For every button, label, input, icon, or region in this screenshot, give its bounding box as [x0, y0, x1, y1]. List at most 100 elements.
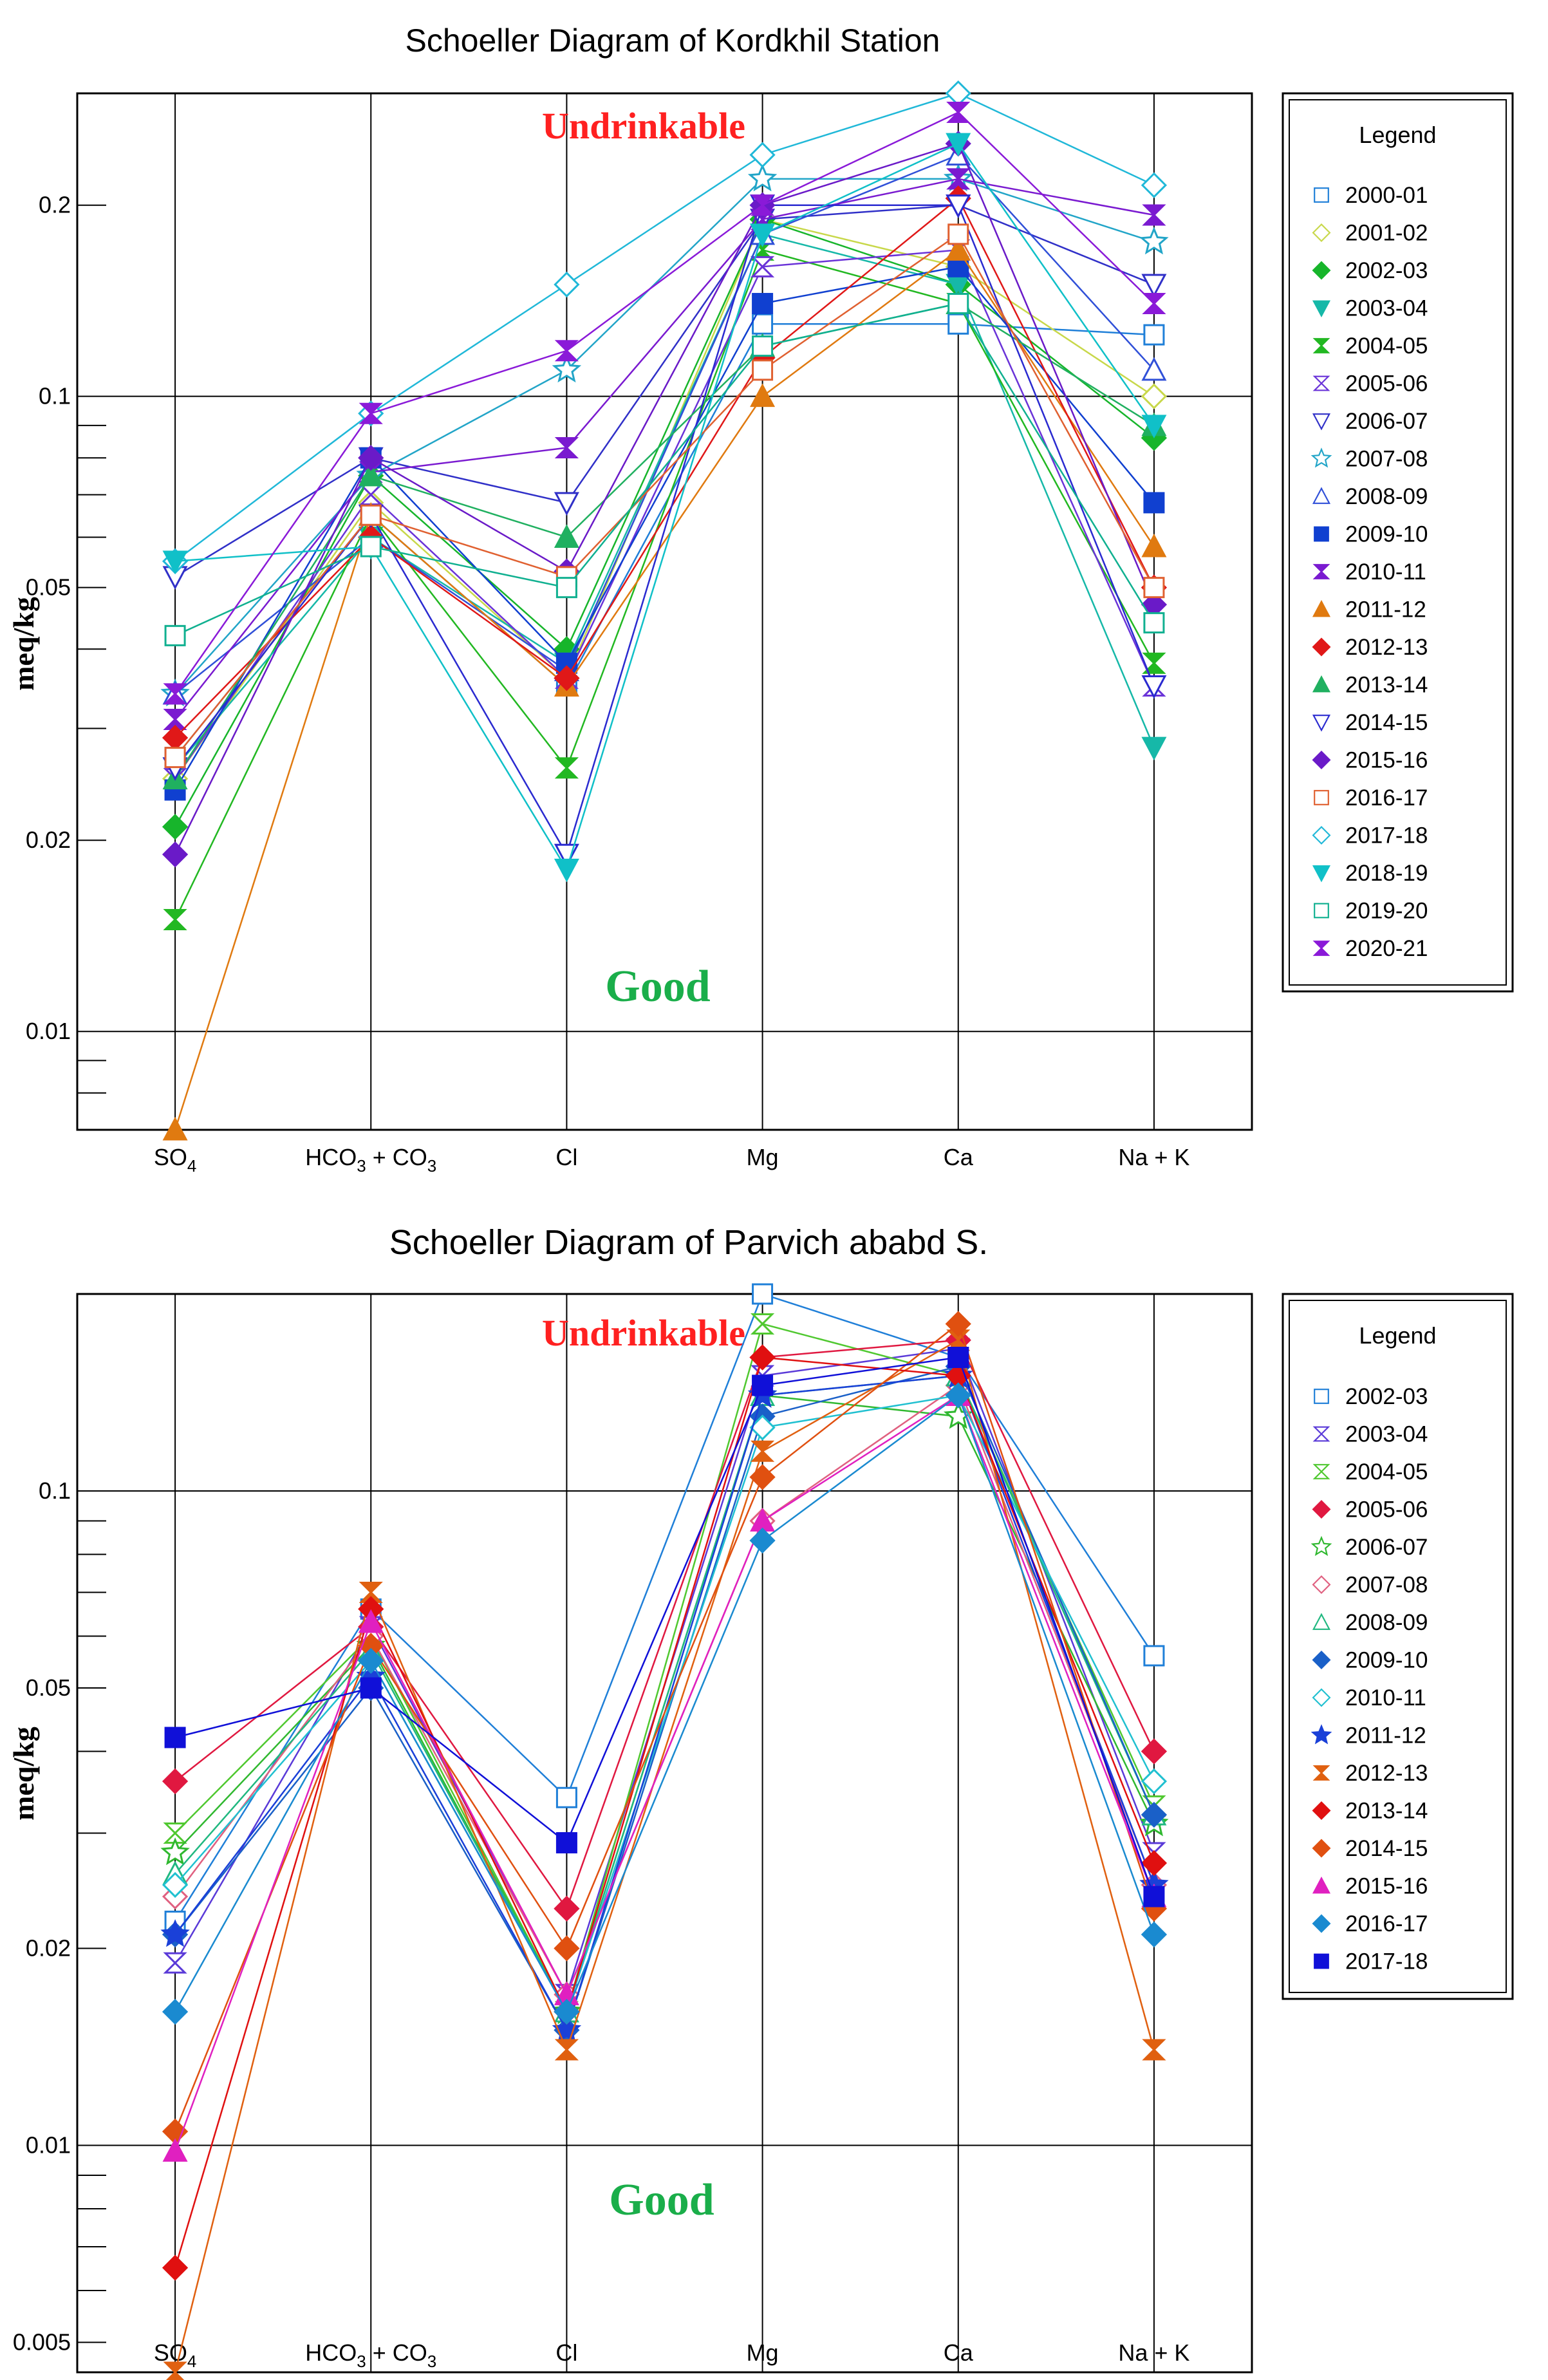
- data-point: [359, 1581, 383, 1603]
- legend-item: 2017-18: [1314, 1949, 1428, 1974]
- data-point: [1142, 652, 1166, 674]
- data-point: [162, 1998, 189, 2025]
- data-point: [1143, 324, 1165, 346]
- data-point: [552, 354, 582, 383]
- data-point: [554, 665, 580, 691]
- series-group: [160, 80, 1169, 1141]
- legend-item: 2005-06: [1312, 1497, 1428, 1523]
- legend-marker: [1312, 675, 1331, 693]
- zone-label-good: Good: [609, 2175, 714, 2225]
- legend-marker: [1312, 1464, 1330, 1479]
- series-line: [174, 1356, 1155, 1897]
- data-point: [358, 445, 384, 471]
- data-point: [1143, 1645, 1165, 1667]
- legend-label: 2008-09: [1345, 484, 1428, 509]
- data-point: [360, 1677, 382, 1699]
- data-point: [554, 858, 579, 883]
- data-point: [554, 757, 579, 779]
- legend-item: 2011-12: [1312, 597, 1426, 623]
- data-point: [1141, 1738, 1168, 1765]
- legend-frame-inner: [1289, 1300, 1507, 1993]
- data-point: [749, 1464, 776, 1490]
- legend-marker: [1312, 261, 1331, 280]
- legend-marker: [1312, 223, 1331, 242]
- legend-title: Legend: [1359, 1322, 1436, 1349]
- series-group: [160, 1283, 1169, 2380]
- x-tick-label: Mg: [747, 1144, 779, 1170]
- legend-marker: [1312, 1613, 1331, 1630]
- legend-label: 2007-08: [1345, 447, 1428, 472]
- legend-label: 2004-05: [1345, 1459, 1428, 1485]
- legend-marker: [1312, 637, 1331, 657]
- legend-item: 2007-08: [1310, 447, 1428, 472]
- series-2020-21: [163, 102, 1166, 705]
- data-point: [749, 1414, 776, 1441]
- data-point: [946, 237, 971, 261]
- data-point: [162, 1871, 189, 1898]
- data-point: [1143, 577, 1165, 599]
- legend: Legend 2000-01 2001-02 2002-03 2003-04 2004-0…: [1282, 92, 1514, 993]
- legend-item: 2011-12: [1310, 1723, 1426, 1748]
- legend-marker: [1312, 1500, 1331, 1519]
- series-line: [174, 303, 1155, 637]
- legend-marker: [1310, 447, 1332, 468]
- data-point: [554, 1895, 580, 1922]
- data-point: [946, 194, 971, 218]
- legend-title: Legend: [1359, 122, 1436, 148]
- legend-label: 2002-03: [1345, 258, 1428, 283]
- legend-marker: [1312, 1575, 1331, 1594]
- x-tick-label: HCO3 + CO3: [305, 2339, 436, 2371]
- legend-item: 2009-10: [1314, 522, 1428, 547]
- data-point: [749, 1344, 776, 1371]
- legend-marker: [1310, 1724, 1332, 1745]
- legend-item: 2004-05: [1312, 1459, 1428, 1485]
- series-line: [174, 142, 1155, 855]
- legend-label: 2005-06: [1345, 371, 1428, 397]
- legend-marker: [1312, 564, 1330, 579]
- data-point: [163, 683, 187, 705]
- data-point: [1141, 274, 1167, 298]
- x-tick-label: Na + K: [1118, 2339, 1189, 2366]
- legend-marker: [1312, 1914, 1331, 1933]
- legend-marker: [1312, 1651, 1331, 1669]
- series-line: [174, 111, 1155, 695]
- legend-marker: [1314, 1953, 1329, 1969]
- y-axis-label: meq/kg: [7, 1727, 40, 1821]
- plot-area: [76, 92, 1253, 1131]
- legend-marker: [1312, 413, 1331, 431]
- legend-item: 2001-02: [1312, 221, 1428, 246]
- legend-label: 2017-18: [1345, 1949, 1428, 1974]
- legend-item: 2012-13: [1312, 635, 1428, 660]
- legend: Legend 2002-03 2003-04 2004-05 2005-06 2006-0…: [1282, 1293, 1514, 2000]
- series-line: [174, 204, 1155, 857]
- legend-marker: [1312, 751, 1331, 769]
- data-point: [162, 1768, 189, 1795]
- data-point: [554, 1935, 580, 1962]
- data-point: [1142, 2039, 1166, 2061]
- data-point: [1143, 612, 1165, 633]
- legend-marker: [1312, 1426, 1330, 1442]
- legend-label: 2003-04: [1345, 296, 1428, 321]
- legend-item: 2003-04: [1312, 1422, 1428, 1447]
- data-point: [162, 2254, 189, 2281]
- legend-label: 2001-02: [1345, 221, 1428, 246]
- data-point: [747, 164, 778, 192]
- series-line: [174, 218, 1155, 827]
- legend-marker: [1312, 300, 1331, 318]
- data-point: [163, 708, 187, 730]
- legend-marker: [1312, 1839, 1331, 1858]
- legend-item: 2016-17: [1314, 785, 1428, 811]
- legend-item: 2014-15: [1312, 710, 1428, 735]
- series-2019-20: [164, 293, 1165, 646]
- legend-item: 2005-06: [1312, 371, 1428, 397]
- data-point: [1141, 1850, 1168, 1877]
- data-point: [1141, 1801, 1168, 1828]
- data-point: [1143, 1886, 1165, 1907]
- data-point: [947, 1347, 969, 1369]
- data-point: [947, 293, 969, 315]
- x-tick-label: Mg: [747, 2339, 779, 2366]
- legend-label: 2009-10: [1345, 1648, 1428, 1673]
- legend-item: 2014-15: [1312, 1836, 1428, 1861]
- data-point: [945, 1382, 971, 1409]
- plot-area: [76, 1293, 1253, 2374]
